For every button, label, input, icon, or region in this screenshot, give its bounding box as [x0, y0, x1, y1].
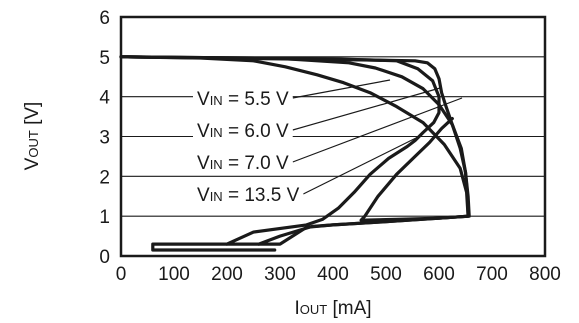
y-tick-label: 2	[99, 167, 110, 188]
annotation-label-2: VIN = 6.0 V	[197, 121, 289, 142]
y-axis-label-main: V	[22, 157, 43, 170]
annotation-main: V	[197, 89, 210, 110]
annotation-leader-3	[292, 97, 463, 163]
y-tick-label: 6	[99, 8, 110, 29]
series-lines	[119, 55, 471, 252]
x-axis-label-sub: OUT	[300, 302, 328, 317]
annotation-label-4: VIN = 13.5 V	[197, 185, 300, 206]
annotation-main: V	[197, 185, 210, 206]
annotation-leaders	[292, 79, 463, 195]
annotation-sub: IN	[210, 189, 223, 204]
y-tick-labels: 0 1 2 3 4 5 6	[99, 8, 110, 268]
x-tick-label: 100	[158, 264, 190, 285]
annotation-main: V	[197, 121, 210, 142]
annotation-rest: = 6.0 V	[223, 121, 289, 142]
annotation-label-3: VIN = 7.0 V	[197, 153, 289, 174]
y-axis-label: VOUT [V]	[22, 102, 43, 171]
x-axis-label-unit: [mA]	[327, 298, 371, 319]
annotation-main: V	[197, 153, 210, 174]
annotation-background	[193, 183, 304, 207]
x-tick-label: 300	[264, 264, 296, 285]
annotation-leader-4	[303, 135, 421, 195]
x-axis-label: IOUT [mA]	[294, 298, 371, 319]
annotation-sub: IN	[210, 157, 223, 172]
series-line-4	[119, 55, 471, 222]
y-axis-label-unit: [V]	[22, 102, 43, 131]
annotation-background	[193, 87, 293, 111]
annotation-label-1: VIN = 5.5 V	[197, 89, 289, 110]
x-tick-label: 600	[423, 264, 455, 285]
annotation-leader-1	[292, 79, 391, 99]
y-tick-label: 5	[99, 48, 110, 69]
plot-frame	[119, 15, 547, 258]
series-line-3	[119, 55, 441, 246]
x-tick-label: 500	[370, 264, 402, 285]
y-tick-label: 1	[99, 207, 110, 228]
annotation-leader-2	[292, 87, 441, 131]
x-axis-label-main: I	[294, 298, 299, 319]
annotation-background	[193, 151, 293, 175]
annotation-rest: = 13.5 V	[223, 185, 300, 206]
x-tick-label: 700	[476, 264, 508, 285]
annotation-sub: IN	[210, 125, 223, 140]
annotation-background	[193, 119, 293, 143]
y-tick-label: 4	[99, 88, 110, 109]
annotation-sub: IN	[210, 93, 223, 108]
y-tick-label: 3	[99, 128, 110, 149]
x-tick-labels: 0 100 200 300 400 500 600 700 800	[116, 264, 561, 285]
y-axis-label-sub: OUT	[26, 130, 41, 158]
x-tick-label: 800	[529, 264, 561, 285]
x-tick-label: 400	[317, 264, 349, 285]
annotation-rest: = 5.5 V	[223, 89, 289, 110]
y-tick-label: 0	[99, 247, 110, 268]
series-line-1	[119, 55, 470, 252]
annotation-rest: = 7.0 V	[223, 153, 289, 174]
x-tick-label: 0	[116, 264, 127, 285]
x-tick-label: 200	[211, 264, 243, 285]
